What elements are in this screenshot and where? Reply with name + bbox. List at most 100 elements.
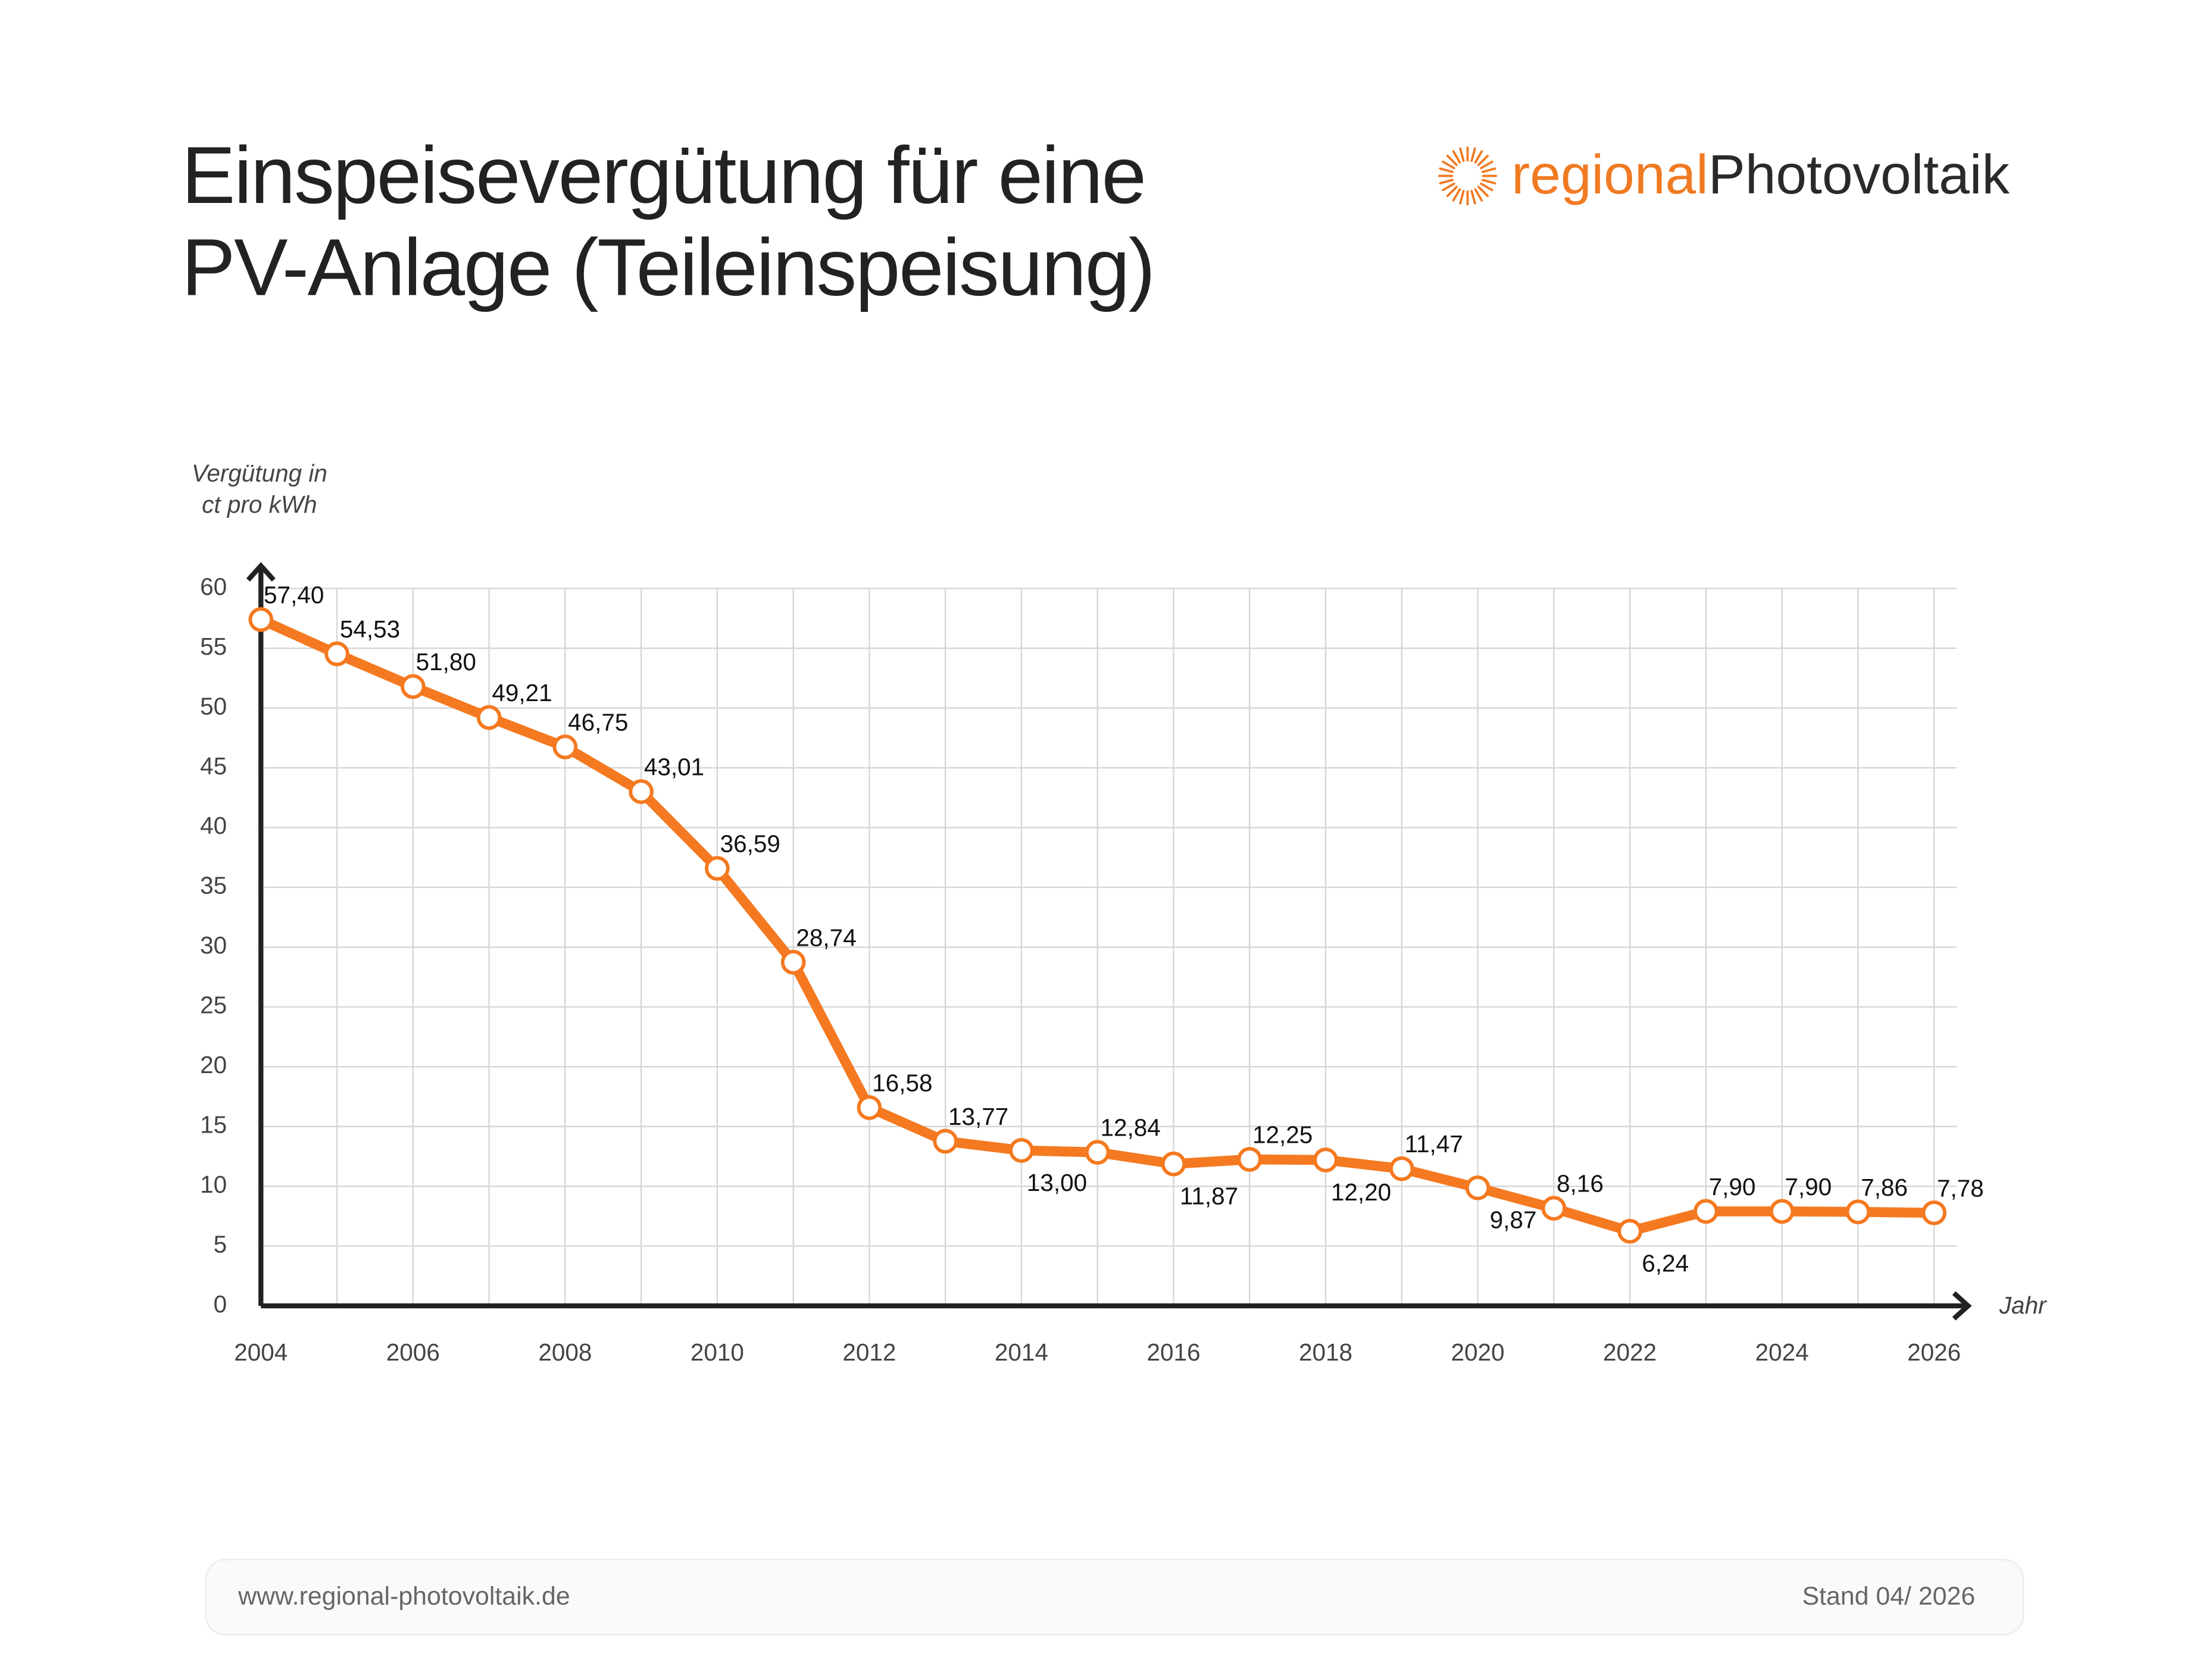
logo-ray — [1446, 154, 1458, 166]
x-tick-label: 2026 — [1907, 1339, 1961, 1366]
data-point — [1541, 1196, 1567, 1221]
x-tick-label: 2020 — [1451, 1339, 1504, 1366]
data-point — [1693, 1199, 1719, 1224]
data-label: 57,40 — [264, 581, 324, 609]
data-point — [552, 734, 578, 759]
data-point — [705, 856, 730, 881]
x-tick-label: 2024 — [1755, 1339, 1809, 1366]
data-point — [1161, 1151, 1186, 1177]
y-axis-arrow — [246, 562, 276, 582]
logo-ray — [1470, 147, 1476, 162]
data-label: 54,53 — [340, 615, 400, 643]
data-label: 11,87 — [1180, 1182, 1238, 1209]
x-tick-label: 2022 — [1603, 1339, 1657, 1366]
data-point — [248, 607, 274, 632]
footer-box — [205, 1559, 2024, 1636]
footer-stand: Stand 04/ 2026 — [1802, 1582, 1975, 1611]
x-axis-arrow — [1952, 1291, 1972, 1321]
logo-ray — [1477, 186, 1489, 198]
data-label: 7,78 — [1937, 1174, 1984, 1202]
data-label: 11,47 — [1405, 1130, 1463, 1158]
title-line: PV-Anlage (Teileinspeisung) — [182, 222, 1154, 312]
title-line: Einspeisevergütung für eine — [182, 130, 1145, 220]
data-point — [933, 1128, 958, 1154]
logo-ray — [1474, 150, 1483, 164]
y-tick-label: 60 — [200, 573, 227, 600]
data-label: 7,90 — [1785, 1173, 1832, 1200]
data-point — [1389, 1156, 1414, 1181]
data-label: 7,86 — [1861, 1174, 1908, 1201]
logo-ray — [1481, 179, 1496, 185]
data-label: 12,20 — [1331, 1178, 1391, 1206]
plot — [246, 562, 1972, 1321]
data-point — [1922, 1200, 1947, 1225]
data-point — [1845, 1199, 1871, 1225]
data-point — [857, 1095, 882, 1120]
x-tick-label: 2012 — [842, 1339, 896, 1366]
x-tick-label: 2016 — [1146, 1339, 1200, 1366]
data-label: 51,80 — [416, 648, 476, 676]
logo-ray — [1470, 189, 1476, 205]
data-label: 49,21 — [492, 679, 552, 706]
data-point — [476, 705, 502, 730]
data-label: 43,01 — [644, 753, 704, 781]
data-label: 13,77 — [948, 1103, 1008, 1130]
y-tick-label: 0 — [214, 1290, 227, 1318]
x-tick-label: 2006 — [386, 1339, 440, 1366]
logo-ray — [1442, 182, 1455, 192]
y-tick-label: 50 — [200, 692, 227, 720]
y-axis-title: ct pro kWh — [202, 490, 317, 518]
logo-ray — [1474, 188, 1483, 202]
data-label: 8,16 — [1557, 1170, 1604, 1197]
logo-ray — [1442, 160, 1455, 170]
data-label: 6,24 — [1642, 1250, 1689, 1277]
logo-ray — [1459, 189, 1465, 205]
data-label: 12,25 — [1252, 1121, 1313, 1149]
data-label: 13,00 — [1027, 1169, 1087, 1196]
logo-ray — [1459, 147, 1465, 162]
logo-ray — [1439, 179, 1454, 185]
data-point — [1009, 1138, 1034, 1163]
data-point — [324, 641, 349, 667]
y-tick-label: 20 — [200, 1051, 227, 1078]
data-point — [1085, 1140, 1110, 1165]
data-label: 16,58 — [872, 1070, 932, 1097]
y-tick-label: 40 — [200, 812, 227, 839]
data-point — [1769, 1199, 1795, 1224]
data-label: 46,75 — [568, 709, 628, 736]
x-tick-label: 2010 — [691, 1339, 744, 1366]
y-tick-label: 35 — [200, 872, 227, 899]
logo-ray — [1480, 182, 1494, 192]
data-label: 7,90 — [1709, 1173, 1756, 1200]
y-tick-label: 30 — [200, 931, 227, 959]
x-tick-label: 2004 — [234, 1339, 288, 1366]
x-tick-label: 2014 — [995, 1339, 1048, 1366]
data-point — [1313, 1147, 1338, 1172]
logo-ray — [1452, 150, 1461, 164]
x-tick-label: 2018 — [1299, 1339, 1352, 1366]
logo-text: regional — [1511, 143, 1708, 205]
data-point — [1465, 1175, 1491, 1200]
y-tick-label: 5 — [214, 1230, 227, 1258]
data-label: 9,87 — [1490, 1206, 1537, 1234]
data-label: 12,84 — [1100, 1114, 1160, 1142]
x-tick-label: 2008 — [538, 1339, 592, 1366]
data-point — [1237, 1147, 1263, 1172]
y-axis-title: Vergütung in — [192, 459, 327, 487]
logo-ray — [1452, 188, 1461, 202]
logo-ray — [1477, 154, 1489, 166]
logo-icon — [1438, 146, 1497, 206]
data-label: 36,59 — [720, 830, 780, 858]
y-tick-label: 10 — [200, 1171, 227, 1198]
logo-ray — [1480, 160, 1494, 170]
data-point — [1617, 1218, 1642, 1244]
logo-text: Photovoltaik — [1708, 143, 2010, 205]
data-label: 28,74 — [796, 924, 856, 951]
logo-ray — [1481, 167, 1496, 173]
data-point — [400, 674, 426, 699]
footer-url: www.regional-photovoltaik.de — [238, 1582, 570, 1611]
y-tick-label: 55 — [200, 633, 227, 660]
data-point — [780, 949, 806, 975]
